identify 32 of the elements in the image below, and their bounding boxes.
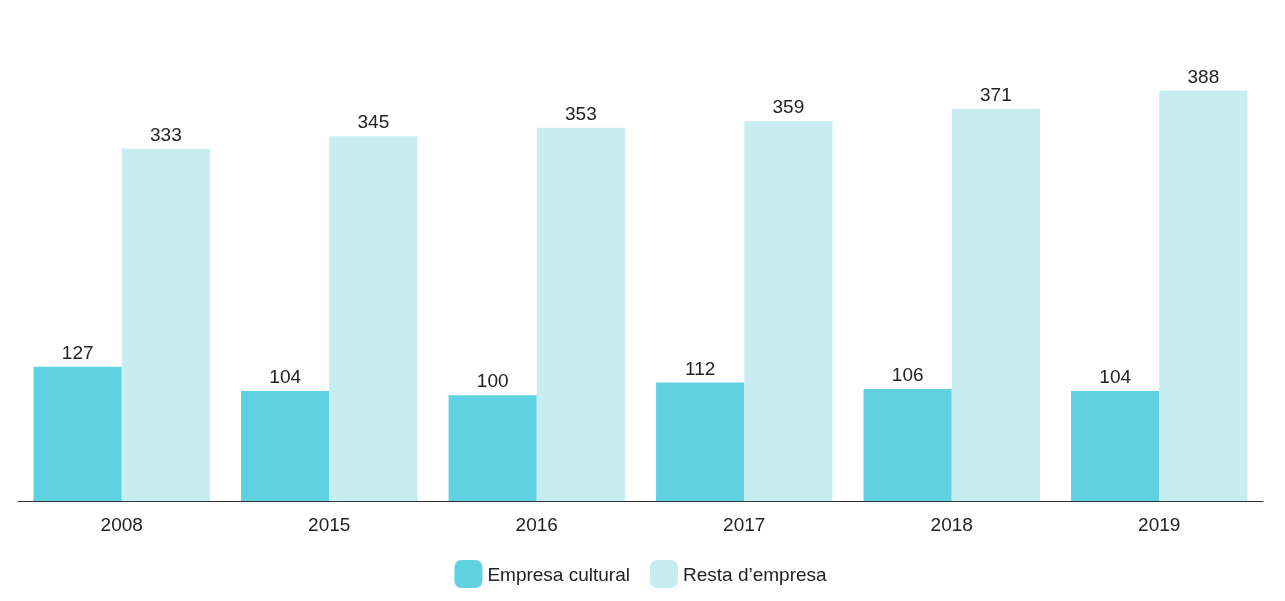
data-label: 388	[1187, 65, 1220, 87]
bar	[329, 136, 418, 501]
bar	[33, 366, 122, 501]
legend-label: Empresa cultural	[487, 563, 630, 585]
bar	[448, 395, 537, 501]
data-label: 127	[61, 341, 94, 363]
legend-label: Resta d’empresa	[682, 563, 828, 585]
x-tick-label: 2018	[930, 514, 973, 535]
x-tick-label: 2019	[1138, 514, 1181, 535]
bar	[863, 388, 952, 501]
x-tick-label: 2016	[515, 514, 558, 535]
bar	[121, 148, 210, 501]
data-label: 100	[476, 370, 509, 392]
bar	[744, 121, 833, 501]
data-label: 106	[891, 363, 924, 385]
bar	[1159, 90, 1248, 501]
data-label: 345	[357, 111, 390, 133]
bar	[1071, 391, 1160, 501]
bar	[951, 108, 1040, 501]
data-label: 371	[979, 83, 1012, 105]
data-label: 359	[772, 96, 805, 118]
x-tick-label: 2015	[308, 514, 351, 535]
data-label: 104	[269, 366, 302, 388]
data-label: 104	[1099, 366, 1132, 388]
data-label: 333	[149, 123, 182, 145]
x-tick-label: 2017	[723, 514, 766, 535]
bar	[241, 391, 330, 501]
x-tick-label: 2008	[100, 514, 143, 535]
data-label: 112	[685, 357, 716, 379]
data-label: 353	[564, 102, 597, 124]
bar	[656, 382, 745, 501]
bar	[536, 127, 625, 501]
